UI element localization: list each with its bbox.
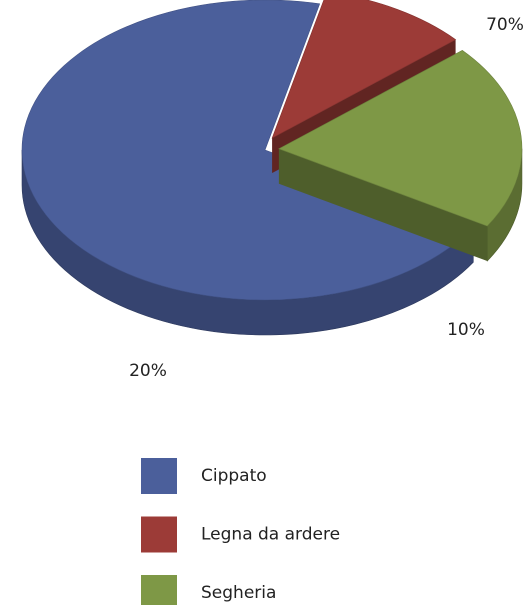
data-label: 20% (129, 361, 167, 381)
slice-face (278, 148, 488, 262)
legend-label: Legna da ardere (201, 525, 340, 545)
slice-top (271, 0, 457, 139)
pie-slice (278, 50, 523, 262)
legend-swatch (141, 575, 177, 605)
legend-swatch (141, 516, 177, 553)
data-label: 10% (447, 320, 485, 340)
pie-slice (21, 0, 474, 336)
data-label: 70% (486, 15, 524, 35)
slice-top (21, 0, 474, 301)
legend-label: Cippato (201, 466, 267, 486)
slice-top (278, 50, 523, 227)
legend-label: Segheria (201, 583, 276, 603)
legend-swatch (141, 458, 177, 494)
